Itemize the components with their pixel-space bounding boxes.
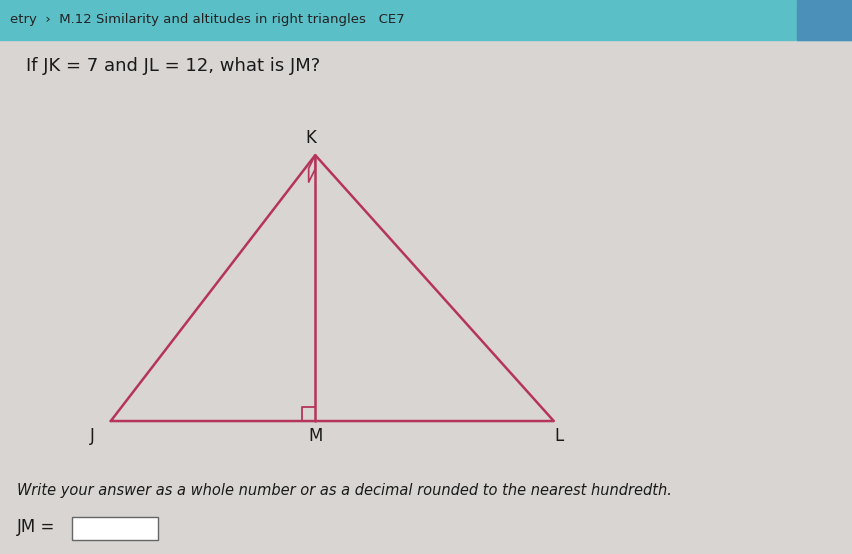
Text: Write your answer as a whole number or as a decimal rounded to the nearest hundr: Write your answer as a whole number or a… bbox=[17, 483, 672, 498]
Text: If JK = 7 and JL = 12, what is JM?: If JK = 7 and JL = 12, what is JM? bbox=[26, 58, 320, 75]
Text: M: M bbox=[308, 427, 322, 445]
Text: L: L bbox=[555, 427, 564, 445]
Text: J: J bbox=[89, 427, 95, 445]
Text: K: K bbox=[306, 129, 316, 147]
Text: etry  ›  M.12 Similarity and altitudes in right triangles   CE7: etry › M.12 Similarity and altitudes in … bbox=[10, 13, 405, 27]
Text: JM =: JM = bbox=[17, 519, 60, 536]
FancyBboxPatch shape bbox=[72, 517, 158, 540]
